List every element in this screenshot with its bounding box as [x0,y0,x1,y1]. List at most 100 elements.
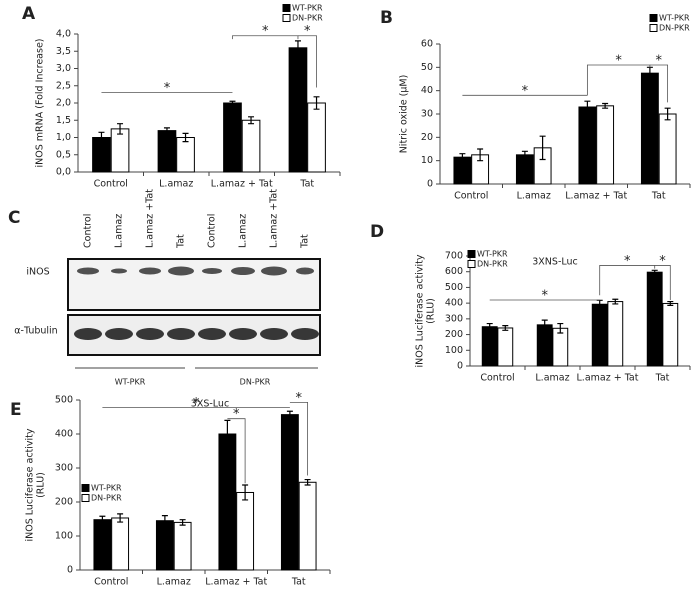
lane-label: Control [207,214,218,248]
bar [110,128,130,173]
x-tick-label: L.amaz + Tat [205,577,267,588]
bar [596,105,615,185]
y-axis-label: iNOS Luciferase activity [25,428,36,541]
x-tick-label: Tat [299,179,314,190]
bar [223,102,242,173]
bar [552,327,569,367]
panel-label: A [22,4,36,24]
significance-label: * [304,24,311,39]
bar [298,481,317,571]
lane-label: L.amaz [114,214,125,248]
band [105,328,133,340]
band [202,268,222,274]
legend-swatch [467,260,476,268]
legend-label: WT-PKR [91,484,122,493]
significance-bracket [232,35,299,40]
group-label: WT-PKR [115,378,146,387]
significance-label: * [164,81,171,96]
y-tick-label: 200 [445,329,463,340]
y-axis-label: Nitric oxide (µM) [399,75,410,154]
error-bar [521,150,528,159]
bar [155,520,174,571]
error-bar [224,419,231,449]
y-tick-label: 100 [55,531,73,542]
significance-bracket [227,418,246,484]
significance-bracket [654,265,671,300]
row-label: α-Tubulin [14,326,57,337]
error-bar [163,127,170,134]
significance-label: * [193,396,200,411]
error-bar [294,40,301,56]
x-tick-label: L.amaz [535,373,569,384]
x-tick-label: Tat [655,373,670,384]
error-bar [667,300,674,306]
significance-bracket [599,265,656,296]
significance-label: * [522,84,529,99]
lane-label: Control [83,214,94,248]
y-tick-label: 500 [445,282,463,293]
legend-swatch [81,484,90,492]
significance-bracket [297,35,317,88]
error-bar [242,484,249,501]
x-tick-label: L.amaz + Tat [577,373,639,384]
subtitle: 3XS-Luc [191,399,229,410]
band [198,328,226,340]
band [296,267,314,275]
panel-label: B [380,8,393,28]
legend-swatch [467,250,476,258]
error-bar [502,325,509,331]
bar [93,519,112,571]
x-tick-label: L.amaz [517,191,551,202]
y-tick-label: 200 [55,497,73,508]
y-tick-label: 0,5 [56,149,71,160]
bar [176,137,195,173]
legend-label: WT-PKR [659,14,690,23]
y-tick-label: 1,5 [56,115,71,126]
lane-label: L.amaz [238,214,249,248]
y-tick-label: 0,0 [56,167,71,178]
panel-label: E [10,400,22,420]
y-tick-label: 2,0 [56,98,71,109]
bar [288,47,308,173]
y-tick-label: 0 [457,361,463,372]
error-bar [539,135,546,161]
significance-bracket [289,401,309,476]
row-label: iNOS [26,267,49,278]
legend-swatch [649,24,658,32]
legend-swatch [282,14,291,22]
legend-swatch [282,4,291,12]
band [168,266,194,276]
x-tick-label: L.amaz [157,577,191,588]
bar [307,102,326,173]
error-bar [557,322,564,334]
y-tick-label: 30 [421,109,433,120]
significance-label: * [262,24,269,39]
y-tick-label: 600 [445,266,463,277]
y-tick-label: 300 [55,463,73,474]
bar [662,302,679,367]
y-tick-label: 100 [445,345,463,356]
error-bar [248,116,255,125]
error-bar [459,153,466,162]
group-label: DN-PKR [240,378,271,387]
bar [173,521,192,571]
legend-label: DN-PKR [477,260,508,269]
band [291,328,319,340]
x-tick-label: L.amaz + Tat [211,179,273,190]
panel-label: D [370,222,384,242]
error-bar [584,100,591,114]
error-bar [286,410,293,419]
bar [241,119,261,173]
y-tick-label: 20 [421,132,433,143]
panel-label: C [8,208,20,228]
bar [640,72,659,185]
error-bar [541,319,548,331]
y-tick-label: 300 [445,313,463,324]
band [229,328,257,340]
bar [646,271,663,367]
significance-label: * [233,407,240,422]
legend-label: WT-PKR [477,250,508,259]
significance-label: * [296,391,303,406]
bar [578,106,597,185]
y-axis-label: iNOS Luciferase activity [415,254,426,367]
